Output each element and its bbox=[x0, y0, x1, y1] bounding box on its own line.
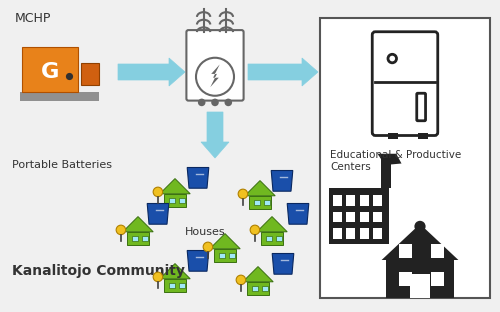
Text: MCHP: MCHP bbox=[15, 12, 52, 25]
Bar bbox=[431, 244, 444, 258]
Polygon shape bbox=[142, 236, 148, 241]
Bar bbox=[332, 212, 342, 222]
Polygon shape bbox=[229, 253, 234, 258]
Polygon shape bbox=[187, 168, 209, 188]
Polygon shape bbox=[254, 200, 260, 205]
Polygon shape bbox=[126, 232, 150, 245]
Bar bbox=[360, 212, 368, 222]
Polygon shape bbox=[276, 236, 281, 241]
Circle shape bbox=[236, 275, 246, 285]
Circle shape bbox=[224, 99, 232, 106]
Polygon shape bbox=[248, 196, 272, 209]
Circle shape bbox=[203, 242, 212, 252]
Polygon shape bbox=[214, 249, 236, 262]
Circle shape bbox=[414, 221, 426, 232]
Polygon shape bbox=[272, 253, 294, 274]
Polygon shape bbox=[386, 260, 454, 298]
Polygon shape bbox=[179, 283, 184, 288]
Circle shape bbox=[116, 225, 126, 235]
Polygon shape bbox=[264, 200, 270, 205]
Text: Houses: Houses bbox=[185, 227, 226, 237]
Bar bbox=[388, 133, 398, 139]
Polygon shape bbox=[262, 285, 268, 291]
Polygon shape bbox=[382, 154, 391, 188]
Polygon shape bbox=[382, 224, 458, 260]
Polygon shape bbox=[164, 194, 186, 207]
Text: Kanalitojo Community: Kanalitojo Community bbox=[12, 264, 185, 278]
Polygon shape bbox=[266, 236, 272, 241]
Circle shape bbox=[66, 73, 73, 80]
Bar bbox=[431, 272, 444, 286]
Bar bbox=[399, 244, 412, 258]
FancyBboxPatch shape bbox=[372, 32, 438, 135]
Bar bbox=[373, 212, 382, 222]
Polygon shape bbox=[220, 253, 225, 258]
Bar bbox=[320, 18, 490, 298]
Polygon shape bbox=[81, 63, 99, 85]
FancyBboxPatch shape bbox=[186, 30, 244, 100]
Polygon shape bbox=[257, 217, 287, 232]
Polygon shape bbox=[164, 279, 186, 292]
Circle shape bbox=[198, 99, 205, 106]
Polygon shape bbox=[243, 266, 273, 282]
Polygon shape bbox=[22, 47, 78, 92]
Polygon shape bbox=[201, 112, 229, 158]
Circle shape bbox=[211, 99, 219, 106]
Polygon shape bbox=[170, 283, 175, 288]
Polygon shape bbox=[20, 92, 99, 101]
Polygon shape bbox=[248, 58, 318, 86]
Polygon shape bbox=[287, 203, 309, 224]
Polygon shape bbox=[160, 264, 190, 279]
Polygon shape bbox=[260, 232, 283, 245]
Polygon shape bbox=[210, 64, 220, 87]
Polygon shape bbox=[132, 236, 138, 241]
Bar bbox=[360, 195, 368, 206]
Polygon shape bbox=[187, 251, 209, 271]
Bar bbox=[373, 228, 382, 238]
Polygon shape bbox=[147, 203, 169, 224]
Bar bbox=[346, 195, 355, 206]
Circle shape bbox=[238, 189, 248, 199]
Bar bbox=[346, 228, 355, 238]
Polygon shape bbox=[329, 188, 389, 244]
Polygon shape bbox=[245, 181, 275, 196]
Polygon shape bbox=[210, 234, 240, 249]
Polygon shape bbox=[179, 197, 184, 203]
Bar bbox=[332, 195, 342, 206]
Bar bbox=[332, 228, 342, 238]
Bar bbox=[346, 212, 355, 222]
Bar bbox=[360, 228, 368, 238]
Bar bbox=[399, 272, 412, 286]
Bar bbox=[418, 133, 428, 139]
Polygon shape bbox=[271, 170, 293, 191]
Polygon shape bbox=[378, 154, 402, 165]
Polygon shape bbox=[123, 217, 153, 232]
Polygon shape bbox=[160, 178, 190, 194]
Text: Educational & Productive Centers: Educational & Productive Centers bbox=[330, 150, 461, 172]
Circle shape bbox=[153, 187, 162, 197]
Text: Portable Batteries: Portable Batteries bbox=[12, 160, 112, 170]
Text: G: G bbox=[40, 62, 59, 82]
Polygon shape bbox=[246, 282, 270, 295]
Polygon shape bbox=[252, 285, 258, 291]
Circle shape bbox=[250, 225, 260, 235]
Bar bbox=[410, 274, 430, 298]
Polygon shape bbox=[170, 197, 175, 203]
Circle shape bbox=[153, 272, 162, 282]
Bar bbox=[373, 195, 382, 206]
Polygon shape bbox=[118, 58, 185, 86]
